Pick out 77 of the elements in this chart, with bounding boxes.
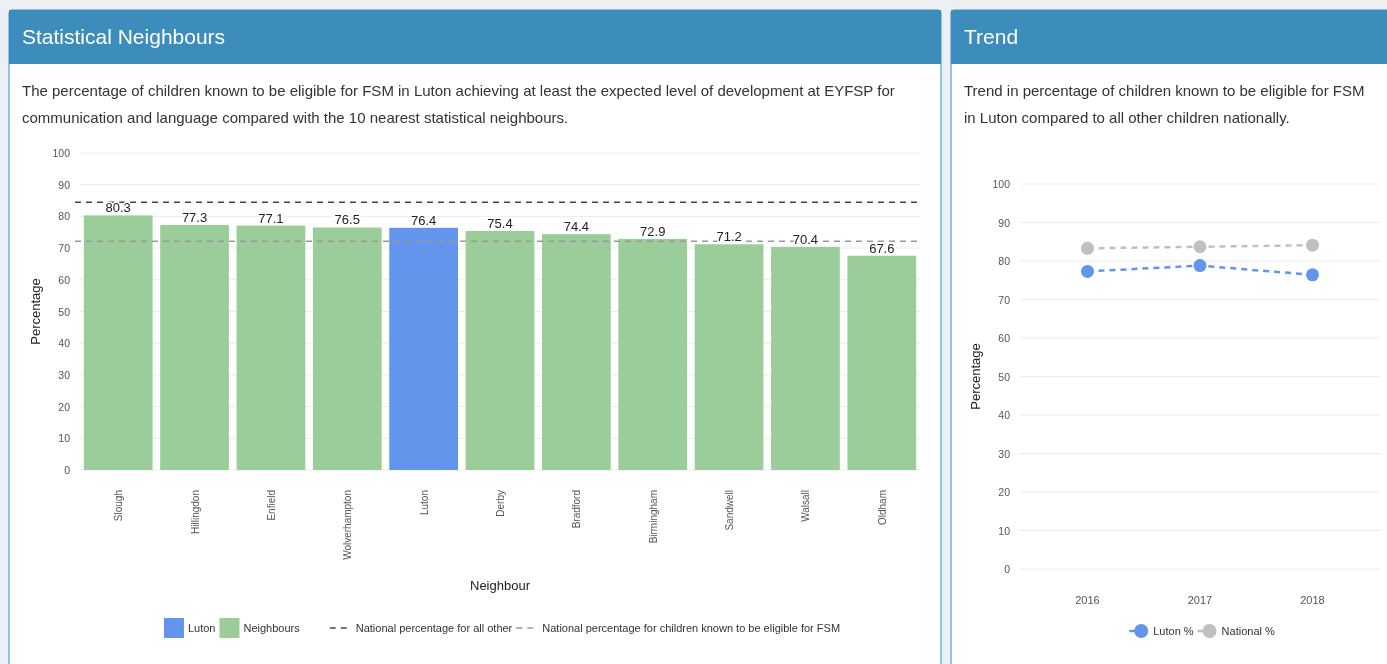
point <box>1193 259 1207 273</box>
chart-title: Trend <box>964 25 1019 48</box>
x-tick-label: Birmingham <box>647 490 659 544</box>
x-tick-label: Derby <box>495 490 506 517</box>
data-label: 76.4 <box>410 212 437 228</box>
y-tick-label: 50 <box>58 305 71 318</box>
y-tick-label: 90 <box>58 178 71 191</box>
legend-label: Luton % <box>1153 625 1194 637</box>
x-tick-label: 2017 <box>1187 594 1213 606</box>
y-tick-label: 100 <box>992 178 1011 190</box>
chart-subtitle: The percentage of children known to be eligible for FSM in Luton achieving at least the expected level of development at EYFSP for communication and language compared with the 10 nearest statistical neighbours. <box>22 82 895 126</box>
x-tick-label: 2018 <box>1300 594 1325 606</box>
y-tick-label: 0 <box>1004 563 1011 575</box>
point <box>1306 238 1319 252</box>
point <box>1081 241 1094 255</box>
x-tick-label: 2016 <box>1075 594 1100 606</box>
y-tick-label: 90 <box>998 216 1011 229</box>
bar <box>236 225 306 470</box>
data-label: 72.9 <box>640 223 666 239</box>
y-tick-label: 10 <box>998 524 1011 537</box>
y-tick-label: 80 <box>998 255 1011 267</box>
y-axis-title: Percentage <box>968 343 983 410</box>
y-tick-label: 40 <box>58 337 71 350</box>
x-tick-label: Luton <box>418 490 430 516</box>
y-tick-label: 10 <box>58 432 71 445</box>
bar <box>847 255 917 470</box>
chart-subtitle: Trend in percentage of children known to be eligible for FSM in Luton compared to all other children nationally. <box>964 82 1365 126</box>
data-label: 75.4 <box>487 215 513 231</box>
x-tick-label: Walsall <box>800 490 812 522</box>
y-tick-label: 50 <box>998 370 1011 383</box>
x-tick-label: Slough <box>113 490 125 522</box>
y-axis-title: Percentage <box>28 278 43 345</box>
y-tick-label: 60 <box>58 273 71 286</box>
legend-label: National percentage for children known to be eligible for FSM <box>542 622 841 634</box>
data-label: 77.1 <box>258 210 284 226</box>
y-tick-label: 40 <box>998 409 1011 421</box>
x-tick-label: Sandwell <box>724 490 736 531</box>
data-label: 77.3 <box>181 209 208 225</box>
legend-label: National % <box>1221 625 1275 637</box>
y-tick-label: 70 <box>998 293 1011 306</box>
y-tick-label: 100 <box>52 147 71 159</box>
data-label: 67.6 <box>869 240 895 256</box>
bar <box>160 224 229 470</box>
y-tick-label: 70 <box>58 242 71 255</box>
data-label: 80.3 <box>105 200 131 216</box>
x-tick-label: Enfield <box>265 490 277 521</box>
x-axis-title: Neighbour <box>470 578 531 593</box>
y-tick-label: 60 <box>998 332 1011 344</box>
y-tick-label: 80 <box>58 210 71 223</box>
bar <box>389 227 458 470</box>
legend-label: National percentage for all other <box>355 622 513 634</box>
x-tick-label: Wolverhampton <box>342 490 354 560</box>
data-label: 71.2 <box>716 229 742 245</box>
y-tick-label: 30 <box>998 447 1011 460</box>
chart-title: Statistical Neighbours <box>22 25 226 48</box>
point <box>1306 268 1319 282</box>
y-tick-label: 20 <box>998 486 1011 498</box>
point <box>1081 264 1094 278</box>
y-tick-label: 0 <box>64 464 71 476</box>
point <box>1193 240 1207 254</box>
y-tick-label: 30 <box>58 368 71 381</box>
bar <box>312 227 382 470</box>
y-tick-label: 20 <box>58 400 71 413</box>
legend-label: Luton <box>187 622 216 634</box>
x-tick-label: Oldham <box>876 490 888 526</box>
data-label: 76.5 <box>334 212 360 228</box>
bar <box>771 246 840 470</box>
bar <box>465 230 535 470</box>
bar <box>694 244 764 470</box>
legend-label: Neighbours <box>243 622 301 634</box>
bar <box>83 215 153 470</box>
bar <box>542 234 611 470</box>
data-label: 74.4 <box>563 219 590 235</box>
x-tick-label: Hillingdon <box>189 490 201 534</box>
data-label: 70.4 <box>792 231 819 247</box>
bar <box>618 238 688 470</box>
x-tick-label: Bradford <box>571 490 583 529</box>
